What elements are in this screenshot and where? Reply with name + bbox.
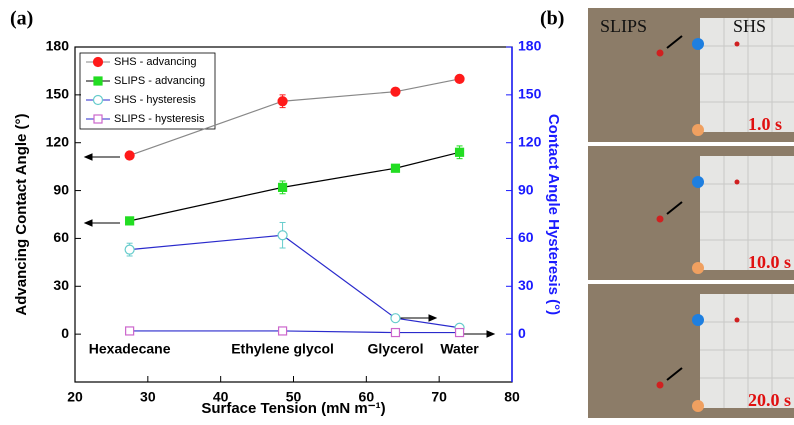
y2-tick-label: 0 [518,325,526,341]
marker [390,313,401,324]
marker [93,76,103,86]
shs-surface [700,156,794,270]
annotation-arrows [83,153,496,338]
x-tick-label: 80 [504,389,520,405]
series-line [129,234,460,329]
pointer-arrow [666,201,683,215]
marker [93,114,103,124]
y2-tick-label: 180 [518,38,542,54]
legend-label: SLIPS - advancing [114,75,205,87]
marker [277,182,288,192]
shs-surface [700,18,794,132]
y-tick-label: 120 [46,133,70,149]
marker-dot [692,262,704,274]
time-label: 20.0 s [748,390,791,410]
droplet [734,317,740,323]
marker [124,150,135,161]
y-tick-label: 180 [46,38,70,54]
marker-dot [692,38,704,50]
marker [277,230,288,241]
series-line [129,330,460,334]
time-label: 10.0 s [748,252,791,272]
time-label: 1.0 s [748,114,782,134]
point-label: Ethylene glycol [231,341,334,357]
panel-label: (b) [540,8,564,30]
pointer-arrow [666,367,683,381]
y-tick-label: 30 [53,277,69,293]
marker-dot [692,124,704,136]
y-axis-label: Advancing Contact Angle (°) [13,113,30,315]
marker [92,94,104,106]
y2-tick-label: 90 [518,181,534,197]
marker [125,216,135,226]
x-tick-label: 70 [431,389,447,405]
x-tick-label: 60 [359,389,375,405]
y2-tick-label: 30 [518,277,534,293]
point-label: Hexadecane [89,341,171,357]
marker [390,327,401,338]
x-tick-label: 50 [286,389,302,405]
y-tick-label: 150 [46,86,70,102]
droplet [656,381,664,389]
marker [277,96,288,107]
point-label: Glycerol [367,341,423,357]
marker [124,244,135,255]
legend-label: SHS - advancing [114,56,197,68]
droplet [656,215,664,223]
photo-label: SHS [733,16,766,36]
photo-label: SLIPS [600,16,647,36]
legend-label: SLIPS - hysteresis [114,113,205,125]
y2-axis-label: Contact Angle Hysteresis (°) [545,114,562,315]
marker [92,56,104,68]
legend-label: SHS - hysteresis [114,94,196,106]
marker [454,73,465,85]
marker [125,326,135,336]
x-axis-label: Surface Tension (mN m⁻¹) [201,400,385,417]
pointer-arrow [666,35,683,49]
y-tick-label: 0 [61,325,69,341]
droplet [734,41,740,47]
droplet [656,49,664,57]
marker [390,86,401,97]
series-line [129,151,460,222]
y2-tick-label: 60 [518,229,534,245]
x-tick-label: 40 [213,389,229,405]
y2-tick-label: 150 [518,86,542,102]
y-tick-label: 60 [53,229,69,245]
panel-label: (a) [10,8,33,30]
point-label: Water [440,341,479,357]
marker [390,163,401,173]
y2-tick-label: 120 [518,133,542,149]
marker-dot [692,176,704,188]
y-tick-label: 90 [53,181,69,197]
series-line [129,78,460,157]
x-tick-label: 20 [67,389,83,405]
droplet [734,179,740,185]
marker-dot [692,400,704,412]
photo-panel: 1.0 s 10.0 s 20.0 s SLIPS SHS [588,8,794,418]
marker [454,147,465,157]
x-tick-label: 30 [140,389,156,405]
marker-dot [692,314,704,326]
marker [454,327,465,338]
shs-surface [700,294,794,408]
marker [277,326,288,336]
